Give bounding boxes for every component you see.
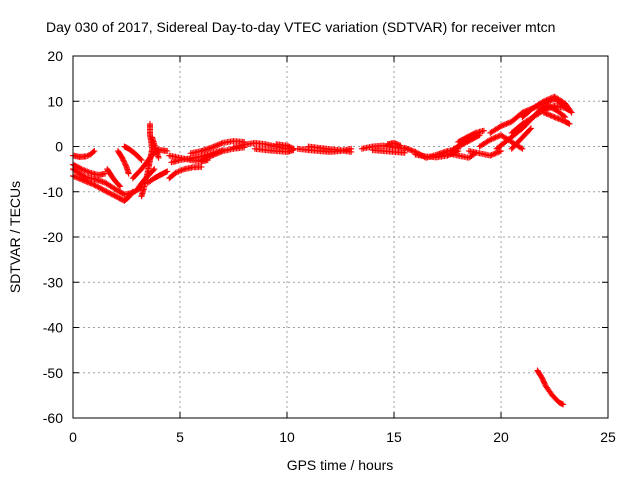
data-track bbox=[305, 143, 355, 155]
data-track bbox=[369, 147, 408, 156]
y-tick-label: -10 bbox=[43, 184, 63, 200]
y-tick-label: 20 bbox=[47, 48, 63, 64]
x-tick-label: 15 bbox=[386, 429, 402, 445]
data-track bbox=[121, 143, 145, 164]
data-track bbox=[450, 132, 483, 152]
x-tick-label: 5 bbox=[176, 429, 184, 445]
y-tick-label: -30 bbox=[43, 274, 63, 290]
chart-title: Day 030 of 2017, Sidereal Day-to-day VTE… bbox=[46, 19, 555, 35]
x-tick-label: 10 bbox=[279, 429, 295, 445]
y-tick-label: 0 bbox=[55, 139, 63, 155]
data-layer bbox=[70, 93, 575, 408]
data-track bbox=[70, 172, 136, 204]
x-tick-label: 25 bbox=[600, 429, 616, 445]
data-track bbox=[153, 147, 171, 154]
x-axis-ticks: 0 5 10 15 20 25 bbox=[69, 56, 616, 445]
data-track bbox=[166, 163, 205, 182]
y-axis-label: SDTVAR / TECUs bbox=[7, 181, 23, 293]
data-track bbox=[534, 367, 567, 408]
x-axis-label: GPS time / hours bbox=[287, 457, 394, 473]
data-track bbox=[519, 93, 575, 121]
data-track bbox=[114, 148, 132, 177]
data-track bbox=[384, 139, 404, 149]
y-tick-label: -20 bbox=[43, 229, 63, 245]
data-track bbox=[70, 148, 98, 160]
x-tick-label: 20 bbox=[493, 429, 509, 445]
data-series bbox=[70, 93, 575, 408]
y-axis-ticks: -60 -50 -40 -30 -20 -10 0 10 20 bbox=[43, 48, 608, 426]
data-track bbox=[508, 125, 534, 152]
data-track bbox=[144, 168, 171, 186]
data-track bbox=[273, 141, 297, 152]
y-tick-label: -60 bbox=[43, 410, 63, 426]
data-track bbox=[540, 109, 573, 127]
data-track bbox=[465, 148, 504, 159]
y-tick-label: 10 bbox=[47, 93, 63, 109]
data-track bbox=[187, 138, 248, 157]
data-track bbox=[104, 166, 124, 190]
y-tick-label: -40 bbox=[43, 320, 63, 336]
x-tick-label: 0 bbox=[69, 429, 77, 445]
data-track bbox=[251, 145, 297, 155]
y-tick-label: -50 bbox=[43, 365, 63, 381]
data-track bbox=[444, 150, 479, 161]
data-track bbox=[455, 127, 487, 145]
